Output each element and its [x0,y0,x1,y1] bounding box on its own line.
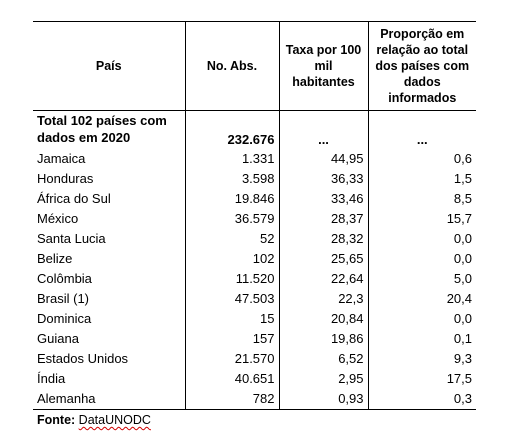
cell-share: 15,7 [446,211,472,226]
cell-country: Alemanha [33,389,186,410]
source-note: Fonte: DataUNODC [33,413,476,427]
cell-rate: 25,65 [279,249,369,269]
cell-abs: 1.331 [185,149,280,169]
total-share: ... [416,132,428,147]
table-row: Honduras 3.598 36,33 1,5 [33,169,476,189]
cell-abs: 3.598 [185,169,280,189]
header-rate: Taxa por 100 mil habitantes [279,21,369,111]
cell-share: 0,6 [453,151,472,166]
table-row: México 36.579 28,37 15,7 [33,209,476,229]
cell-country: Estados Unidos [33,349,186,369]
total-row: Total 102 países com dados em 2020 232.6… [33,110,476,149]
cell-country: Honduras [33,169,186,189]
cell-country: Dominica [33,309,186,329]
cell-share: 0,1 [453,331,472,346]
table-container: País No. Abs. Taxa por 100 mil habitante… [33,21,476,427]
cell-abs: 157 [185,329,280,349]
cell-abs: 21.570 [185,349,280,369]
cell-rate: 22,3 [279,289,369,309]
table-row: Colômbia 11.520 22,64 5,0 [33,269,476,289]
cell-abs: 19.846 [185,189,280,209]
table-row: Belize 102 25,65 0,0 [33,249,476,269]
cell-rate: 2,95 [279,369,369,389]
table-row: Estados Unidos 21.570 6,52 9,3 [33,349,476,369]
table-row: Santa Lucia 52 28,32 0,0 [33,229,476,249]
table-row: Guiana 157 19,86 0,1 [33,329,476,349]
table-row: África do Sul 19.846 33,46 8,5 [33,189,476,209]
cell-abs: 40.651 [185,369,280,389]
cell-rate: 36,33 [279,169,369,189]
table-row: Índia 40.651 2,95 17,5 [33,369,476,389]
header-country: País [33,21,186,111]
cell-abs: 102 [185,249,280,269]
table-row: Dominica 15 20,84 0,0 [33,309,476,329]
source-label: Fonte: [37,413,76,427]
cell-share: 0,0 [453,231,472,246]
source-value: DataUNODC [78,413,151,427]
cell-share: 20,4 [446,291,472,306]
cell-share: 1,5 [453,171,472,186]
cell-country: Santa Lucia [33,229,186,249]
cell-rate: 19,86 [279,329,369,349]
cell-country: África do Sul [33,189,186,209]
table-row: Jamaica 1.331 44,95 0,6 [33,149,476,169]
header-share: Proporção em relação ao total dos países… [368,21,476,111]
cell-country: México [33,209,186,229]
cell-abs: 36.579 [185,209,280,229]
cell-abs: 782 [185,389,280,410]
cell-rate: 33,46 [279,189,369,209]
cell-share: 8,5 [453,191,472,206]
cell-country: Índia [33,369,186,389]
total-label: Total 102 países com dados em 2020 [33,110,186,149]
cell-abs: 15 [185,309,280,329]
cell-abs: 47.503 [185,289,280,309]
table-row: Alemanha 782 0,93 0,3 [33,389,476,410]
cell-abs: 52 [185,229,280,249]
cell-country: Jamaica [33,149,186,169]
cell-share: 0,0 [453,311,472,326]
cell-country: Brasil (1) [33,289,186,309]
cell-share: 17,5 [446,371,472,386]
cell-share: 9,3 [453,351,472,366]
header-row: País No. Abs. Taxa por 100 mil habitante… [33,21,476,111]
cell-abs: 11.520 [185,269,280,289]
cell-country: Guiana [33,329,186,349]
cell-rate: 20,84 [279,309,369,329]
cell-rate: 44,95 [279,149,369,169]
homicide-table: País No. Abs. Taxa por 100 mil habitante… [33,21,476,410]
total-abs: 232.676 [185,110,280,149]
cell-share: 0,3 [368,389,476,410]
header-abs: No. Abs. [185,21,280,111]
cell-rate: 6,52 [279,349,369,369]
cell-rate: 28,32 [279,229,369,249]
cell-rate: 0,93 [279,389,369,410]
total-rate: ... [279,110,369,149]
cell-country: Colômbia [33,269,186,289]
cell-rate: 22,64 [279,269,369,289]
cell-rate: 28,37 [279,209,369,229]
cell-share: 5,0 [453,271,472,286]
cell-share: 0,0 [453,251,472,266]
table-row: Brasil (1) 47.503 22,3 20,4 [33,289,476,309]
cell-country: Belize [33,249,186,269]
